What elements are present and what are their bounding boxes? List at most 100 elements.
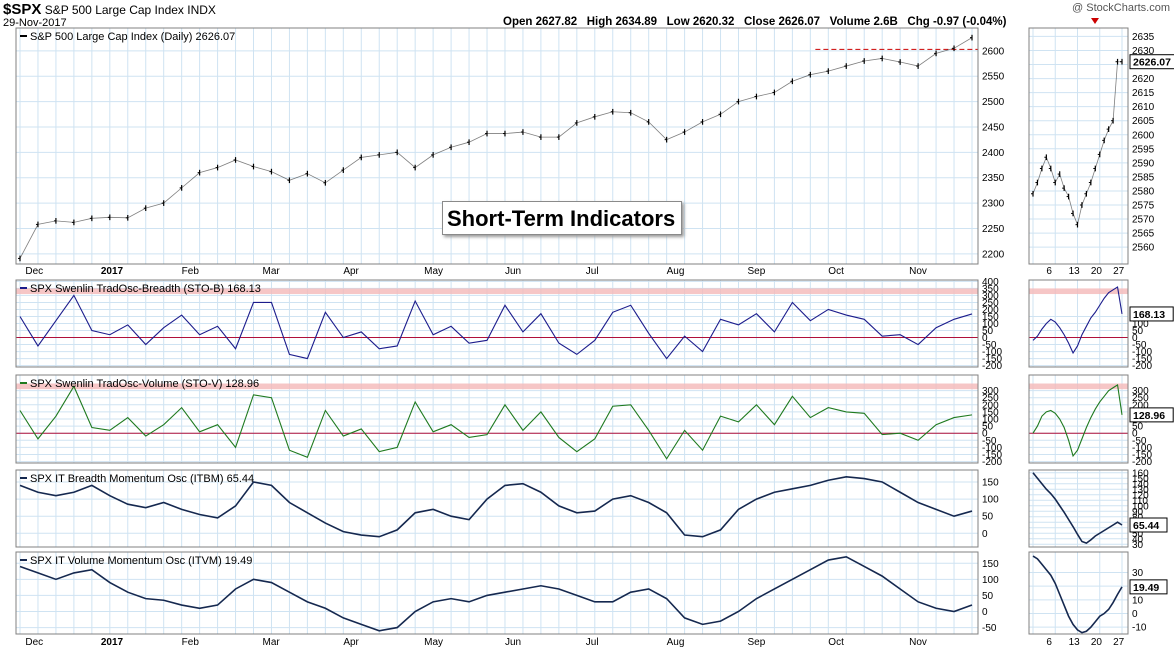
y-tick-label: 2615 xyxy=(1132,88,1155,99)
value-badge-label: 2626.07 xyxy=(1133,57,1171,69)
y-tick-label: -50 xyxy=(982,340,997,351)
y-tick-label: 50 xyxy=(982,512,994,523)
y-tick-label: 100 xyxy=(982,415,999,426)
y-tick-label: 0 xyxy=(982,607,988,618)
y-tick-label: 2580 xyxy=(1132,186,1155,197)
x-tick-label: Sep xyxy=(747,266,765,277)
bottom-zoom-x-tick-label: 6 xyxy=(1046,637,1052,648)
overbought-band xyxy=(16,288,978,295)
value-badge-label: 128.96 xyxy=(1133,410,1165,422)
x-tick-label: 6 xyxy=(1046,266,1052,277)
symbol-name: S&P 500 Large Cap Index xyxy=(44,3,184,17)
quote-line: Open 2627.82 High 2634.89 Low 2620.32 Cl… xyxy=(503,16,1007,28)
y-tick-label: 2400 xyxy=(982,148,1005,159)
panel-border xyxy=(1028,374,1129,464)
y-tick-label: -150 xyxy=(1132,354,1152,365)
y-tick-label: 160 xyxy=(1132,468,1149,479)
y-tick-label: 0 xyxy=(1132,333,1138,344)
series-line xyxy=(19,476,973,538)
panel-bg xyxy=(1029,470,1128,547)
price-line xyxy=(19,37,973,259)
value-badge-label: 168.13 xyxy=(1133,309,1165,321)
y-tick-label: 2560 xyxy=(1132,243,1155,254)
y-tick-label: 2450 xyxy=(982,122,1005,133)
y-tick-label: 150 xyxy=(982,477,999,488)
y-tick-label: 2630 xyxy=(1132,46,1155,57)
y-tick-label: 0 xyxy=(982,333,988,344)
panel-border xyxy=(1028,279,1129,368)
y-tick-label: 300 xyxy=(982,291,999,302)
y-tick-label: 250 xyxy=(982,393,999,404)
panel-bg xyxy=(1029,28,1128,264)
y-tick-label: 400 xyxy=(982,277,999,288)
y-tick-label: 200 xyxy=(1132,400,1149,411)
y-tick-label: -100 xyxy=(1132,443,1152,454)
watermark: @ StockCharts.com xyxy=(1072,2,1170,14)
chart-callout: Short-Term Indicators xyxy=(442,201,682,235)
y-tick-label: -200 xyxy=(1132,361,1152,372)
series-line xyxy=(1032,472,1123,545)
y-tick-label: 2605 xyxy=(1132,116,1155,127)
panel-border xyxy=(15,279,979,368)
overbought-band xyxy=(1029,383,1128,390)
y-tick-label: 90 xyxy=(1132,507,1144,518)
series-line xyxy=(19,385,973,460)
panel-border xyxy=(15,551,979,635)
y-tick-label: 350 xyxy=(982,284,999,295)
panel-title: S&P 500 Large Cap Index (Daily) 2626.07 xyxy=(30,31,235,43)
y-tick-label: -200 xyxy=(982,457,1002,468)
y-tick-label: 50 xyxy=(1132,529,1144,540)
y-tick-label: 0 xyxy=(982,429,988,440)
x-tick-label: 20 xyxy=(1091,266,1103,277)
panel-price: 2200 2250 2300 2350 2400 2450 2500 2550 2600 S&P … xyxy=(15,27,1005,277)
bottom-x-tick-label: Dec xyxy=(25,637,43,648)
y-tick-label: 30 xyxy=(1132,540,1144,551)
y-tick-label: 100 xyxy=(982,319,999,330)
x-tick-label: 2017 xyxy=(101,266,124,277)
y-tick-label: 0 xyxy=(982,529,988,540)
value-badge xyxy=(1129,54,1174,70)
panel-border xyxy=(15,27,979,265)
y-tick-label: 2300 xyxy=(982,199,1005,210)
panel-border xyxy=(15,469,979,548)
bottom-x-tick-label: Jun xyxy=(505,637,521,648)
panel-itvm: -50 0 50 100 150 SPX IT Volume Momentum Osc (… xyxy=(15,551,999,635)
y-tick-label: 200 xyxy=(982,400,999,411)
y-tick-label: 100 xyxy=(1132,319,1149,330)
y-tick-label: 0 xyxy=(1132,429,1138,440)
y-tick-label: -50 xyxy=(1132,340,1147,351)
y-tick-label: 50 xyxy=(982,591,994,602)
y-tick-label: 300 xyxy=(982,386,999,397)
x-tick-label: May xyxy=(424,266,443,277)
price-line xyxy=(1032,61,1122,227)
chart-symbol: $SPX S&P 500 Large Cap Index INDX xyxy=(3,1,216,18)
value-badge xyxy=(1129,579,1168,595)
y-tick-label: -200 xyxy=(982,361,1002,372)
bottom-zoom-x-tick-label: 20 xyxy=(1091,637,1103,648)
panel-bg xyxy=(1029,552,1128,634)
chart-date: 29-Nov-2017 xyxy=(3,17,67,29)
y-tick-label: 2585 xyxy=(1132,172,1155,183)
panel-sto_v_zoom: -200-150-100-50050100150200250300128.96 xyxy=(1028,374,1174,468)
y-tick-label: 2500 xyxy=(982,97,1005,108)
y-tick-label: -100 xyxy=(982,347,1002,358)
y-tick-label: 2575 xyxy=(1132,201,1155,212)
x-tick-label: Dec xyxy=(25,266,43,277)
y-tick-label: 0 xyxy=(1132,609,1138,620)
y-tick-label: 2590 xyxy=(1132,158,1155,169)
down-marker-icon xyxy=(1091,18,1099,24)
y-tick-label: 2570 xyxy=(1132,215,1155,226)
bottom-x-tick-label: Oct xyxy=(828,637,844,648)
y-tick-label: -200 xyxy=(1132,457,1152,468)
y-tick-label: 2350 xyxy=(982,173,1005,184)
panel-itbm: 0 50 100 150 SPX IT Breadth Momentum Osc (IT… xyxy=(15,469,999,548)
panel-sto_b_zoom: -200-150-100-50050100150168.13 xyxy=(1028,279,1174,372)
y-tick-label: 100 xyxy=(982,495,999,506)
y-tick-label: -150 xyxy=(982,354,1002,365)
x-tick-label: Nov xyxy=(909,266,927,277)
y-tick-label: 150 xyxy=(982,407,999,418)
panel-title: SPX IT Volume Momentum Osc (ITVM) 19.49 xyxy=(30,555,252,567)
panel-border xyxy=(1028,551,1129,635)
y-tick-label: 2250 xyxy=(982,224,1005,235)
y-tick-label: 100 xyxy=(1132,501,1149,512)
